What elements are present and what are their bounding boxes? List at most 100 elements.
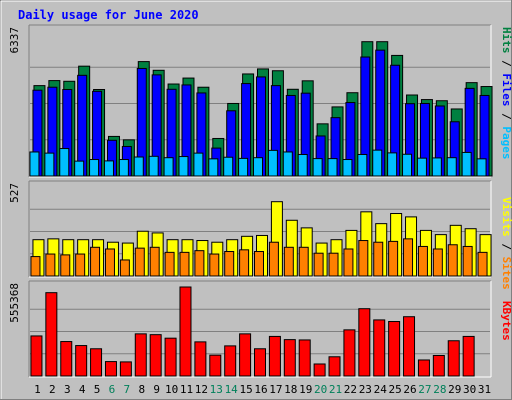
x-tick-label-day-7: 7: [124, 383, 131, 396]
x-tick-label-day-4: 4: [79, 383, 86, 396]
bar-kbytes-day-24: [373, 319, 386, 377]
bar-pages-day-1: [29, 151, 40, 177]
bar-kbytes-day-21: [328, 356, 341, 377]
bar-pages-day-30: [461, 151, 472, 177]
bar-kbytes-day-27: [417, 359, 430, 377]
x-tick-label-day-14: 14: [225, 383, 239, 396]
x-tick-label-day-31: 31: [478, 383, 491, 396]
x-tick-label-day-22: 22: [344, 383, 357, 396]
bar-sites-day-5: [90, 246, 101, 277]
bar-sites-day-17: [268, 241, 279, 277]
bar-sites-day-24: [373, 241, 384, 277]
panel-3-ymax-label: 555368: [8, 283, 21, 323]
bar-sites-day-11: [179, 251, 190, 277]
bar-kbytes-day-10: [164, 337, 177, 377]
bar-sites-day-19: [298, 246, 309, 277]
bar-kbytes-day-8: [134, 333, 147, 377]
bar-pages-day-27: [416, 157, 427, 177]
panel-2-legend: Visits / Sites: [500, 197, 512, 290]
bar-pages-day-17: [267, 149, 278, 177]
bar-kbytes-day-16: [254, 348, 266, 377]
x-tick-label-day-10: 10: [165, 383, 178, 396]
bar-sites-day-22: [343, 248, 354, 277]
bar-kbytes-day-20: [313, 363, 326, 377]
x-tick-label-day-5: 5: [94, 383, 101, 396]
bar-pages-day-16: [253, 157, 263, 177]
legend-item-sites: Sites: [500, 257, 512, 290]
bar-sites-day-28: [432, 248, 443, 277]
bar-kbytes-day-1: [30, 335, 43, 377]
bar-kbytes-day-13: [209, 354, 222, 377]
bar-sites-day-1: [30, 256, 41, 277]
bar-pages-day-21: [327, 158, 338, 177]
bar-pages-day-11: [178, 156, 189, 177]
bar-sites-day-3: [60, 254, 71, 277]
x-tick-label-day-30: 30: [463, 383, 476, 396]
legend-item-kbytes: KBytes: [500, 301, 512, 341]
legend-item-visits: Visits: [500, 197, 512, 237]
x-tick-label-day-18: 18: [284, 383, 297, 396]
bar-pages-day-28: [431, 157, 442, 177]
bar-sites-day-14: [224, 251, 235, 277]
x-tick-label-day-13: 13: [210, 383, 223, 396]
bar-sites-day-26: [403, 238, 414, 277]
bar-sites-day-20: [313, 252, 324, 277]
bar-kbytes-day-29: [447, 340, 460, 377]
legend-item-pages: Pages: [500, 126, 512, 159]
bar-sites-day-30: [462, 245, 473, 277]
bar-pages-day-4: [74, 160, 85, 177]
x-tick-label-day-28: 28: [433, 383, 446, 396]
x-tick-label-day-24: 24: [374, 383, 388, 396]
bar-pages-day-14: [223, 156, 234, 177]
bar-pages-day-10: [163, 157, 174, 177]
x-tick-label-day-8: 8: [138, 383, 145, 396]
x-tick-label-day-17: 17: [269, 383, 282, 396]
bar-kbytes-day-9: [149, 334, 162, 377]
bar-sites-day-2: [45, 253, 56, 277]
bar-sites-day-13: [209, 253, 220, 277]
bar-sites-day-15: [239, 249, 250, 277]
bar-sites-day-29: [447, 244, 458, 277]
bar-kbytes-day-4: [75, 345, 88, 377]
x-tick-label-day-25: 25: [389, 383, 402, 396]
panel-1-ymax-label: 6337: [8, 27, 21, 54]
x-tick-label-day-15: 15: [239, 383, 252, 396]
x-tick-label-day-23: 23: [359, 383, 372, 396]
bar-sites-day-9: [149, 246, 160, 277]
bar-pages-day-25: [387, 152, 398, 177]
bar-pages-day-2: [44, 152, 55, 177]
bar-pages-day-7: [118, 159, 129, 177]
bar-kbytes-day-25: [388, 321, 401, 377]
x-tick-label-day-29: 29: [448, 383, 461, 396]
bar-kbytes-day-14: [224, 345, 237, 377]
bar-pages-day-23: [357, 153, 368, 177]
bar-sites-day-18: [283, 246, 294, 277]
bar-pages-day-8: [133, 156, 144, 177]
x-tick-label-day-19: 19: [299, 383, 312, 396]
bar-kbytes-day-17: [268, 335, 281, 377]
bar-kbytes-day-26: [403, 316, 416, 377]
x-tick-label-day-1: 1: [34, 383, 41, 396]
bar-kbytes-day-5: [90, 348, 103, 377]
bar-kbytes-day-15: [239, 333, 252, 377]
bar-sites-day-27: [417, 245, 428, 277]
x-tick-label-day-11: 11: [180, 383, 193, 396]
bar-sites-day-4: [75, 253, 86, 277]
bar-sites-day-12: [194, 250, 205, 277]
bar-sites-day-25: [388, 240, 399, 277]
bar-pages-day-29: [446, 157, 457, 177]
legend-item-separator: /: [500, 54, 512, 74]
bar-pages-day-13: [208, 158, 219, 177]
x-tick-label-day-16: 16: [254, 383, 267, 396]
legend-item-separator: /: [500, 107, 512, 127]
bar-pages-day-20: [312, 158, 323, 177]
bar-sites-day-8: [134, 247, 145, 277]
bar-sites-day-23: [358, 240, 369, 277]
bar-sites-day-16: [254, 251, 264, 277]
x-tick-label-day-6: 6: [109, 383, 116, 396]
bar-pages-day-18: [282, 151, 293, 177]
bar-kbytes-day-28: [432, 354, 445, 377]
bar-sites-day-7: [119, 259, 130, 277]
bar-kbytes-day-19: [298, 339, 311, 377]
